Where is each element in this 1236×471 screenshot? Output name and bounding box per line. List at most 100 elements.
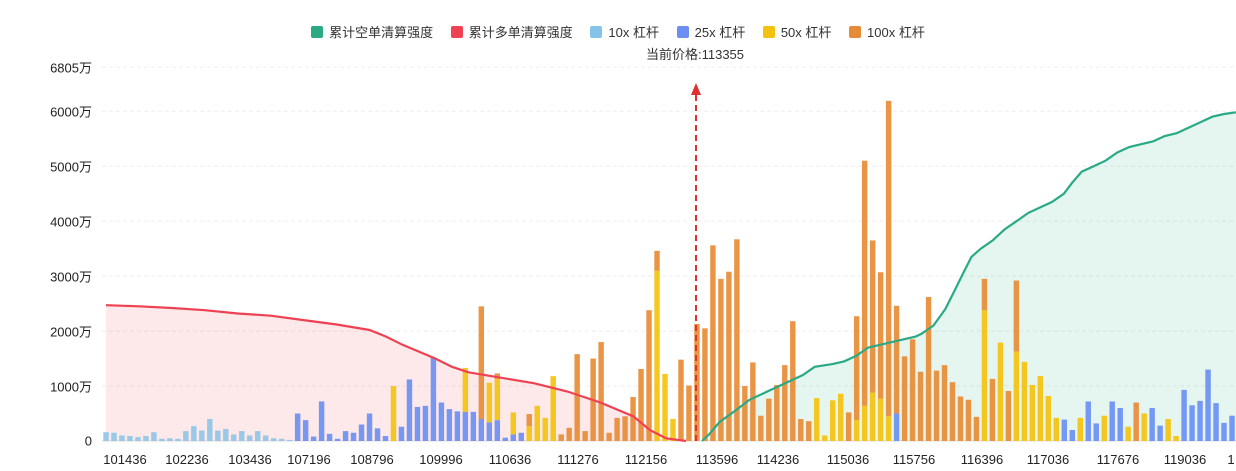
legend-50x[interactable]: 50x 杠杆 (762, 22, 831, 41)
bar-50x (822, 435, 828, 441)
bar-10x (215, 430, 221, 441)
bar-25x (470, 411, 477, 441)
bar-50x (1021, 361, 1028, 441)
bar-100x (885, 100, 892, 417)
bar-100x (917, 371, 924, 441)
bar-25x (1229, 415, 1235, 441)
bar-25x (1117, 408, 1123, 441)
bar-10x (223, 428, 229, 441)
legend-label: 100x 杠杆 (867, 25, 925, 40)
bar-25x (398, 426, 405, 441)
bar-100x (574, 354, 580, 441)
cumulative-areas (106, 112, 1236, 442)
bar-25x (1157, 425, 1163, 441)
bar-25x (1213, 403, 1219, 441)
x-tick-label: 110636 (488, 452, 532, 467)
bar-25x (518, 432, 524, 441)
bar-25x (302, 420, 309, 441)
bar-100x (766, 398, 772, 441)
bar-100x (702, 328, 708, 441)
short-cumulative-area (702, 112, 1236, 442)
bar-50x (462, 367, 469, 412)
bar-50x (885, 416, 892, 441)
legend-100x[interactable]: 100x 杠杆 (849, 22, 925, 41)
bar-25x (1189, 405, 1195, 441)
bar-25x (406, 379, 413, 441)
bar-10x (175, 438, 181, 441)
bar-100x (877, 272, 884, 399)
bar-10x (263, 435, 269, 441)
bar-100x (989, 378, 996, 441)
bar-25x (342, 431, 349, 441)
x-tick-label: 115036 (826, 452, 870, 467)
bar-100x (845, 412, 852, 441)
bar-100x (1013, 280, 1020, 352)
bar-100x (798, 419, 804, 441)
bar-25x (422, 405, 429, 441)
bar-25x (486, 422, 493, 441)
bar-50x (486, 382, 493, 423)
y-tick-label: 1000万 (50, 379, 92, 395)
x-tick-label: 107196 (287, 452, 331, 467)
bar-50x (1101, 415, 1107, 441)
bar-25x (1109, 401, 1115, 441)
x-tick-label: 116396 (960, 452, 1004, 467)
bar-100x (1133, 402, 1139, 441)
bar-25x (1085, 401, 1091, 441)
x-tick-label: 113596 (695, 452, 739, 467)
bar-25x (358, 424, 365, 441)
bar-100x (710, 245, 716, 441)
bar-25x (494, 420, 501, 441)
bar-50x (526, 426, 532, 441)
bar-25x (502, 437, 508, 441)
bar-50x (1037, 376, 1044, 441)
bar-25x (478, 419, 485, 441)
bar-100x (614, 417, 620, 441)
bar-100x (622, 416, 628, 441)
legend-short-cumulative[interactable]: 累计空单清算强度 (311, 22, 433, 41)
current-price-label: 当前价格:113355 (645, 47, 745, 62)
x-tick-label: 101436 (103, 452, 147, 467)
bar-50x (1045, 395, 1052, 441)
bar-100x (869, 240, 876, 393)
bar-100x (853, 316, 860, 421)
bar-25x (893, 413, 900, 441)
bar-100x (901, 356, 908, 441)
bar-100x (949, 382, 956, 441)
bar-25x (1181, 389, 1187, 441)
x-tick-label: 119036 (1163, 452, 1207, 467)
bar-50x (853, 420, 860, 441)
x-tick-label: 115756 (892, 452, 936, 467)
bar-10x (231, 434, 237, 441)
bar-25x (382, 436, 389, 441)
bar-10x (151, 432, 157, 441)
bar-100x (646, 310, 652, 441)
bar-100x (790, 321, 796, 441)
bar-50x (877, 398, 884, 441)
bar-10x (103, 432, 109, 441)
bar-50x (670, 419, 676, 441)
current-price-arrow (691, 83, 701, 95)
legend-25x[interactable]: 25x 杠杆 (676, 22, 745, 41)
legend-label: 累计多单清算强度 (468, 25, 573, 40)
bar-100x (566, 427, 572, 441)
y-tick-label: 3000万 (50, 269, 92, 285)
bar-100x (893, 305, 900, 414)
x-tick-label: 102236 (165, 452, 209, 467)
bar-10x (239, 431, 245, 441)
bar-50x (662, 373, 668, 441)
bar-10x (159, 438, 165, 441)
current-price-marker (691, 83, 701, 441)
x-tick-label: 108796 (350, 452, 394, 467)
bar-10x (111, 432, 117, 441)
legend-10x[interactable]: 10x 杠杆 (590, 22, 659, 41)
grid-lines (102, 66, 1236, 442)
y-tick-label: 6000万 (50, 104, 92, 120)
legend-long-cumulative[interactable]: 累计多单清算强度 (450, 22, 573, 41)
x-tick-label: 103436 (228, 452, 272, 467)
bar-100x (654, 250, 660, 271)
bar-100x (750, 362, 756, 441)
bar-100x (598, 342, 604, 441)
bar-100x (774, 384, 780, 441)
